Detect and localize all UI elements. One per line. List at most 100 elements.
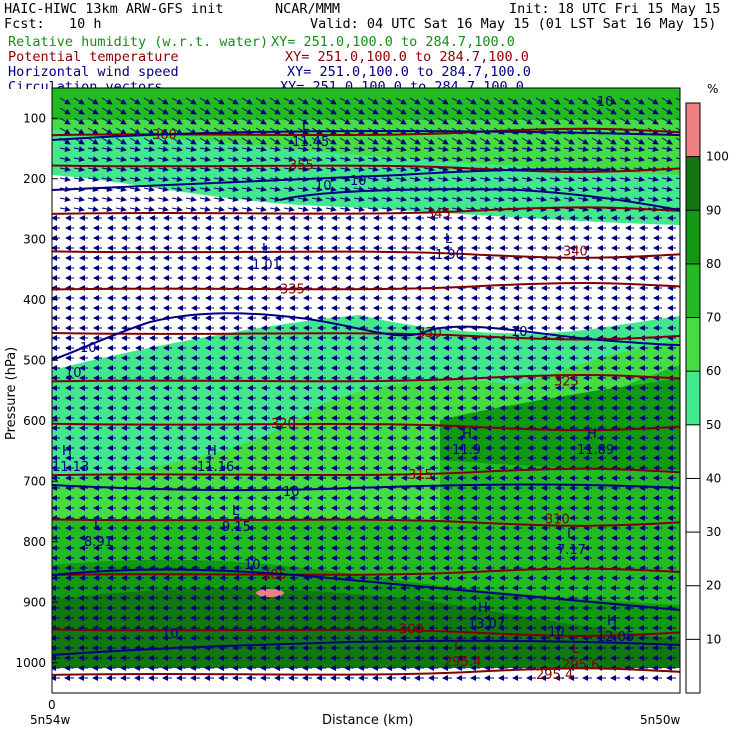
circulation-vector	[255, 196, 267, 202]
circulation-vector	[311, 117, 323, 125]
circulation-vector	[283, 146, 295, 152]
circulation-vector	[381, 166, 393, 172]
circulation-vector	[157, 186, 169, 192]
circulation-vector	[101, 117, 113, 125]
circulation-vector	[493, 196, 505, 202]
circulation-vector	[297, 156, 309, 162]
circulation-vector	[311, 186, 323, 192]
circulation-vector	[367, 137, 379, 145]
circulation-vector	[465, 137, 477, 145]
circulation-vector	[563, 146, 575, 152]
field-xy-theta: XY= 251.0,100.0 to 284.7,100.0	[285, 49, 529, 65]
circulation-vector	[143, 186, 155, 192]
colorbar-level-label: 80	[706, 257, 721, 271]
circulation-vector	[73, 196, 85, 202]
extrema-value: 7.17	[557, 543, 586, 558]
circulation-vector	[563, 97, 575, 105]
circulation-vector	[661, 117, 673, 125]
circulation-vector	[591, 107, 603, 115]
circulation-vector	[577, 107, 589, 115]
wind-contour-label: 10	[511, 325, 528, 340]
circulation-vector	[115, 186, 127, 192]
rh-pocket	[256, 589, 284, 597]
circulation-vector	[185, 156, 197, 162]
circulation-vector	[283, 117, 295, 125]
colorbar-level-label: 90	[706, 203, 721, 217]
circulation-vector	[157, 166, 169, 172]
model-title: HAIC-HIWC 13km ARW-GFS init	[4, 1, 224, 17]
circulation-vector	[255, 97, 267, 105]
circulation-vector	[577, 156, 589, 162]
circulation-vector	[367, 176, 379, 182]
circulation-vector	[59, 146, 71, 152]
circulation-vector	[283, 107, 295, 115]
circulation-vector	[171, 156, 183, 162]
y-tick-label: 100	[23, 111, 46, 125]
circulation-vector	[171, 146, 183, 152]
circulation-vector	[101, 97, 113, 105]
circulation-vector	[115, 176, 127, 182]
circulation-vector	[353, 107, 365, 115]
circulation-vector	[633, 176, 645, 182]
circulation-vector	[59, 206, 71, 212]
circulation-vector	[647, 196, 659, 202]
wind-contour-label: 10	[162, 627, 179, 642]
circulation-vector	[171, 137, 183, 145]
extrema-marker: H	[462, 427, 472, 442]
circulation-vector	[577, 137, 589, 145]
extrema-marker: L	[232, 504, 240, 519]
circulation-vector	[395, 146, 407, 152]
circulation-vector	[73, 166, 85, 172]
field-xy-vectors: XY= 251.0,100.0 to 284.7,100.0	[280, 80, 524, 89]
colorbar-swatch	[686, 103, 700, 157]
circulation-vector	[465, 97, 477, 105]
circulation-vector	[59, 176, 71, 182]
circulation-vector	[143, 97, 155, 105]
circulation-vector	[521, 146, 533, 152]
circulation-vector	[395, 196, 407, 202]
circulation-vector	[395, 117, 407, 125]
field-xy-rh: XY= 251.0,100.0 to 284.7,100.0	[271, 34, 515, 50]
circulation-vector	[661, 107, 673, 115]
circulation-vector	[101, 127, 113, 135]
circulation-vector	[409, 107, 421, 115]
circulation-vector	[549, 117, 561, 125]
theta-contour-label: 310	[545, 512, 570, 527]
circulation-vector	[409, 196, 421, 202]
colorbar-unit: %	[707, 82, 718, 96]
wind-contour-label: 10	[80, 341, 97, 356]
y-tick-label: 400	[23, 293, 46, 307]
circulation-vector	[269, 166, 281, 172]
circulation-vector	[213, 186, 225, 192]
circulation-vector	[367, 146, 379, 152]
extrema-marker: H	[607, 614, 617, 629]
circulation-vector	[577, 97, 589, 105]
circulation-vector	[129, 206, 141, 212]
circulation-vector	[297, 97, 309, 105]
circulation-vector	[87, 117, 99, 125]
circulation-vector	[171, 107, 183, 115]
circulation-vector	[129, 97, 141, 105]
extrema-marker: H	[587, 427, 597, 442]
circulation-vector	[283, 156, 295, 162]
circulation-vector	[213, 196, 225, 202]
circulation-vector	[563, 186, 575, 192]
circulation-vector	[423, 146, 435, 152]
circulation-vector	[199, 97, 211, 105]
circulation-vector	[283, 97, 295, 105]
circulation-vector	[549, 146, 561, 152]
circulation-vector	[171, 117, 183, 125]
circulation-vector	[661, 137, 673, 145]
circulation-vector	[325, 97, 337, 105]
circulation-vector	[605, 146, 617, 152]
circulation-vector	[115, 196, 127, 202]
circulation-vector	[73, 107, 85, 115]
circulation-vector	[115, 137, 127, 145]
circulation-vector	[647, 186, 659, 192]
circulation-vector	[661, 196, 673, 202]
circulation-vector	[451, 146, 463, 152]
circulation-vector	[535, 137, 547, 145]
circulation-vector	[143, 146, 155, 152]
circulation-vector	[59, 107, 71, 115]
